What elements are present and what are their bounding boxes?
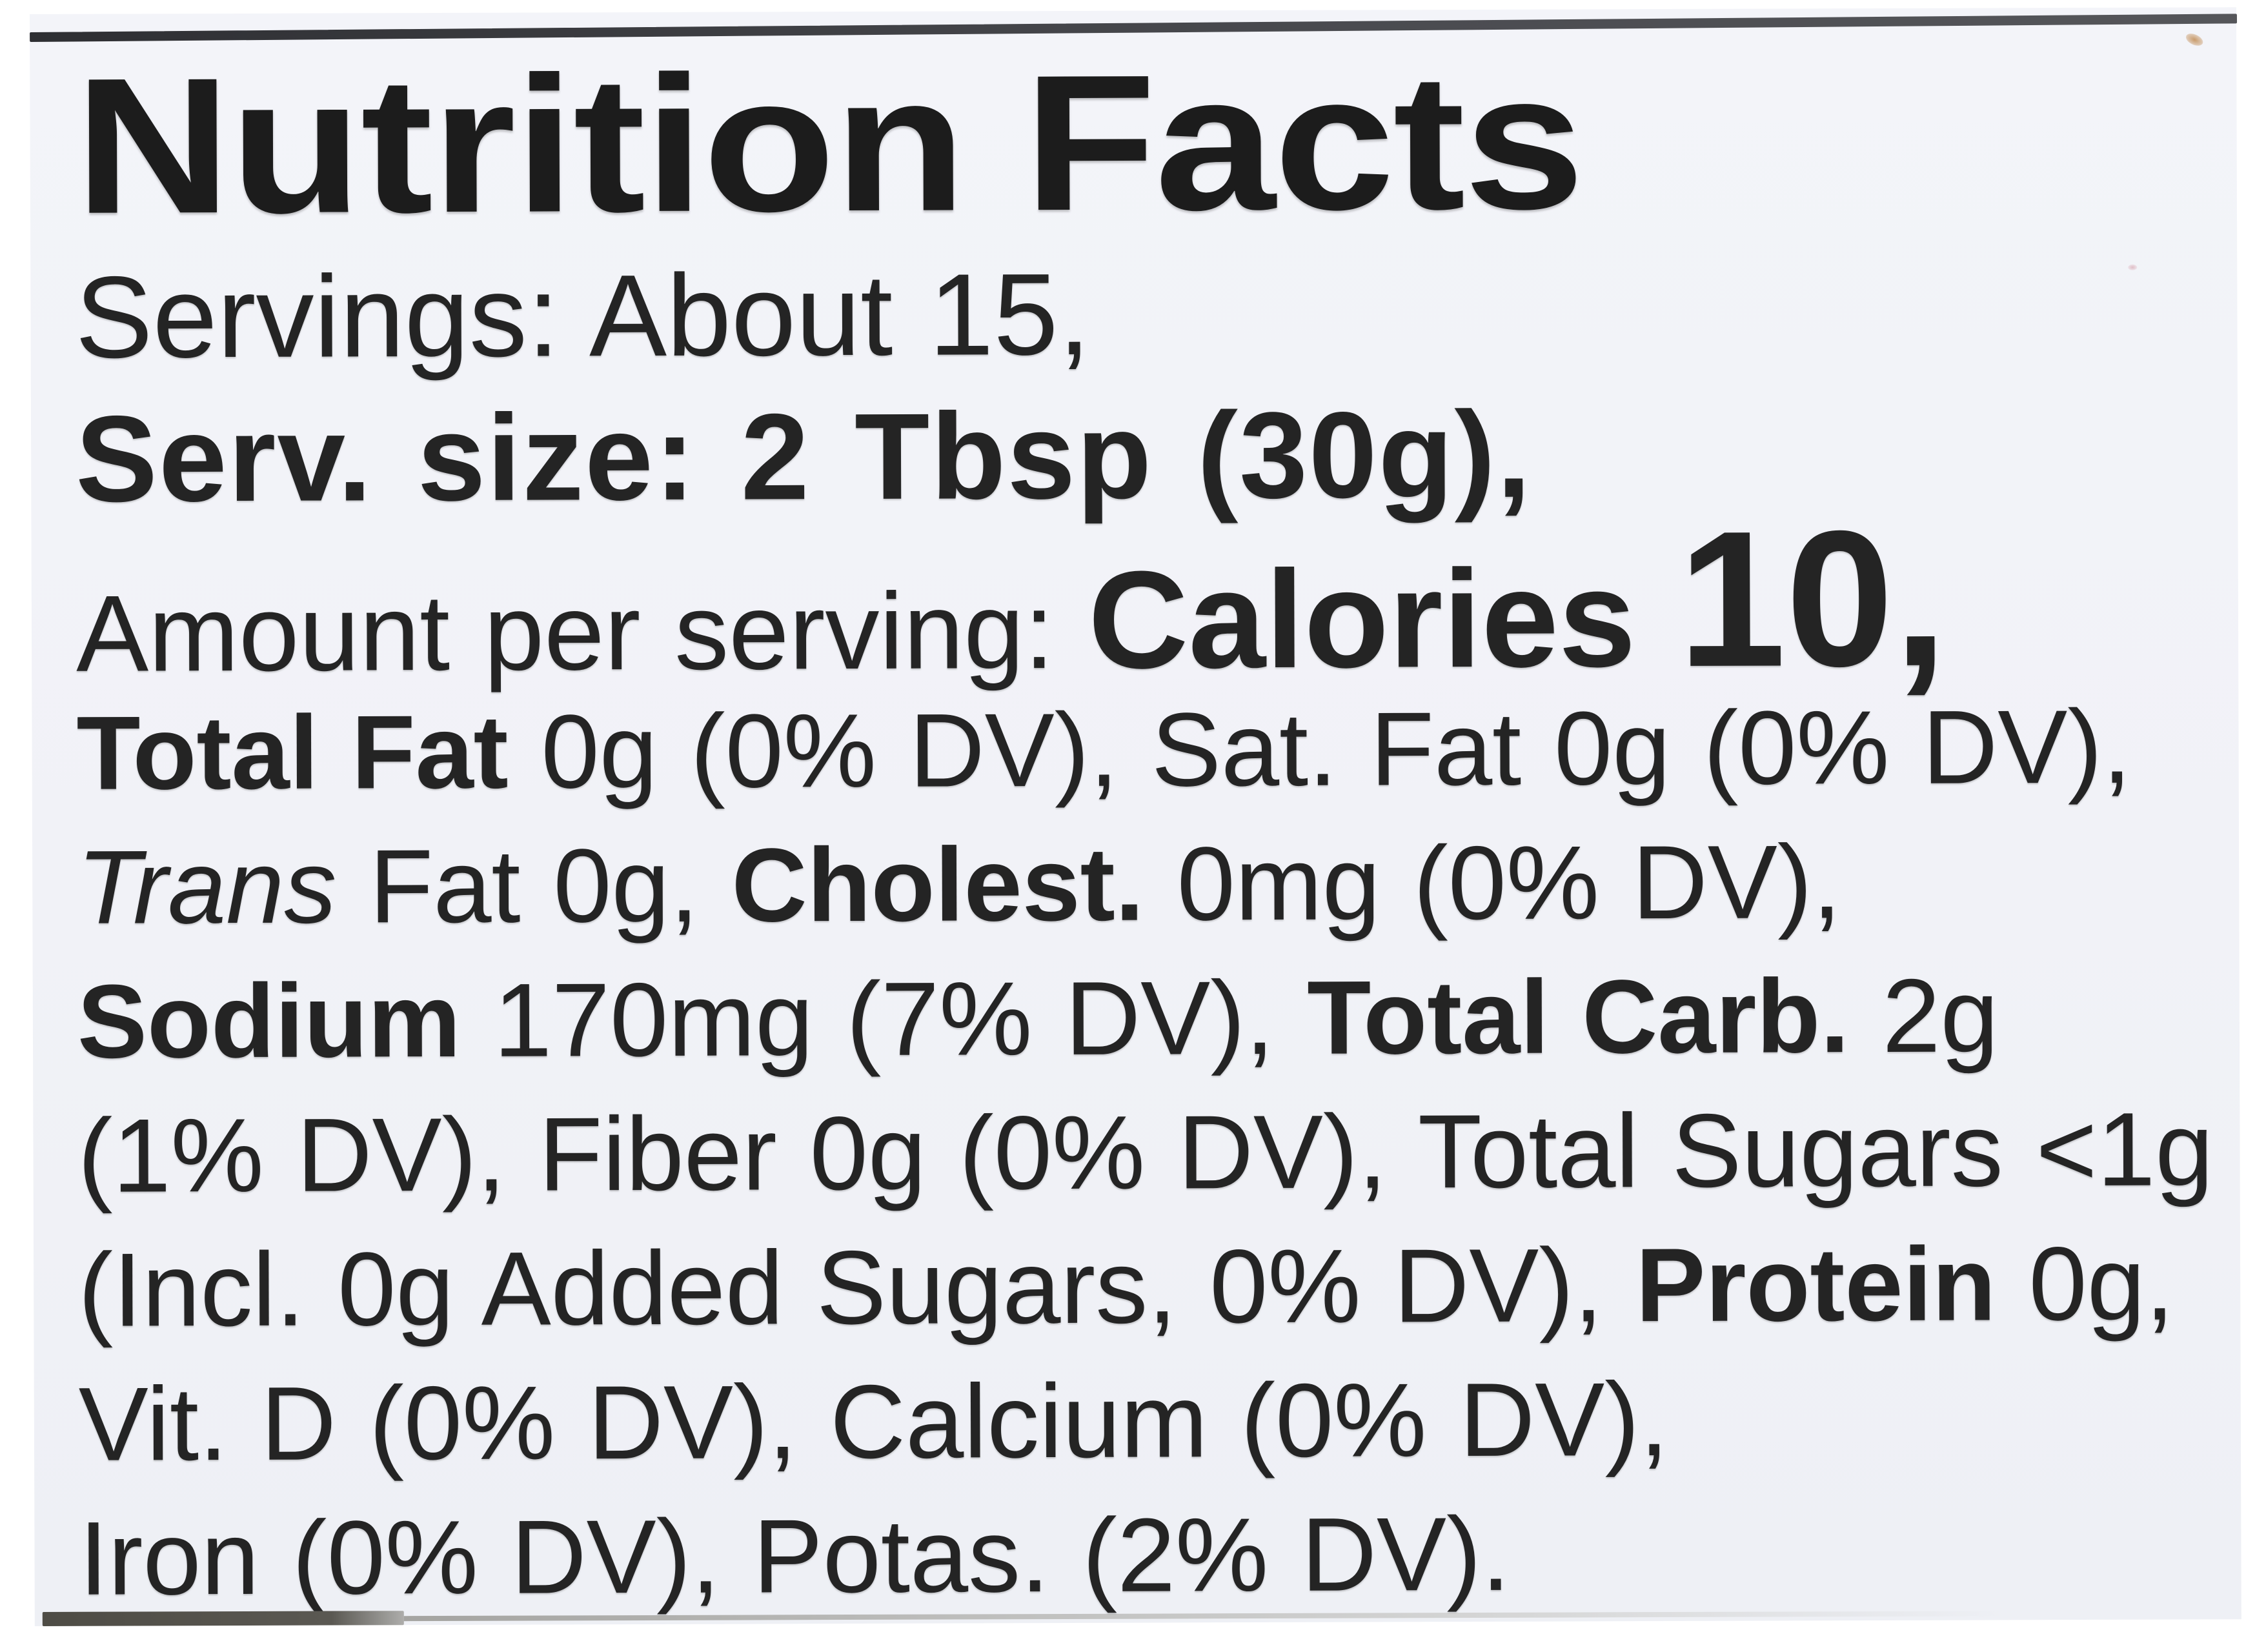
title-text: Nutrition Facts <box>74 32 1584 254</box>
iron-potassium-text: Iron (0% DV), Potas. (2% DV). <box>79 1495 1511 1617</box>
line-iron-potassium: Iron (0% DV), Potas. (2% DV). <box>79 1496 1510 1617</box>
servings-text: Servings: About 15, <box>75 249 1091 383</box>
line-added-sugars-protein: (Incl. 0g Added Sugars, 0% DV), Protein … <box>78 1225 2174 1349</box>
calories-label: Calories <box>1087 539 1679 698</box>
sodium-value: 170mg (7% DV), <box>460 959 1308 1079</box>
line-vitd-calcium: Vit. D (0% DV), Calcium (0% DV), <box>79 1361 1669 1483</box>
total-carb-value: 2g <box>1849 957 1999 1075</box>
total-carb-label: Total Carb. <box>1307 958 1850 1076</box>
trans-fat-value: Fat 0g, <box>336 827 732 945</box>
line-trans-fat-cholesterol: Trans Fat 0g, Cholest. 0mg (0% DV), <box>77 823 1841 946</box>
cholesterol-value: 0mg (0% DV), <box>1144 823 1842 943</box>
line-fiber-sugars: (1% DV), Fiber 0g (0% DV), Total Sugars … <box>77 1091 2213 1214</box>
pink-speck <box>2128 264 2138 270</box>
protein-value: 0g, <box>1996 1225 2175 1343</box>
calories-value: 10, <box>1677 489 1948 707</box>
nutrition-label: Nutrition Facts Servings: About 15, Serv… <box>30 7 2241 1626</box>
added-sugars-text: (Incl. 0g Added Sugars, 0% DV), <box>77 1227 1636 1349</box>
cholesterol-label: Cholest. <box>731 825 1144 944</box>
label-bottom-edge-dark <box>42 1611 404 1626</box>
trans-label: Trans <box>76 828 337 946</box>
line-servings: Servings: About 15, <box>75 250 1091 383</box>
protein-label: Protein <box>1635 1225 1996 1344</box>
fiber-sugars-text: (1% DV), Fiber 0g (0% DV), Total Sugars … <box>77 1091 2214 1214</box>
line-total-fat: Total Fat 0g (0% DV), Sat. Fat 0g (0% DV… <box>76 689 2131 812</box>
line-calories: Amount per serving: Calories 10, <box>76 490 1948 707</box>
line-serving-size: Serv. size: 2 Tbsp (30g), <box>76 387 1532 528</box>
sat-fat-text: Sat. Fat 0g (0% DV), <box>1151 688 2132 809</box>
amount-per-serving-text: Amount per serving: <box>76 569 1089 694</box>
total-fat-value: 0g (0% DV), <box>508 691 1152 811</box>
page-title: Nutrition Facts <box>74 32 1583 254</box>
vitd-calcium-text: Vit. D (0% DV), Calcium (0% DV), <box>78 1361 1669 1483</box>
tan-speck <box>2184 31 2205 48</box>
sodium-label: Sodium <box>77 962 461 1080</box>
line-sodium-carb: Sodium 170mg (7% DV), Total Carb. 2g <box>77 957 1999 1080</box>
total-fat-label: Total Fat <box>76 693 509 812</box>
